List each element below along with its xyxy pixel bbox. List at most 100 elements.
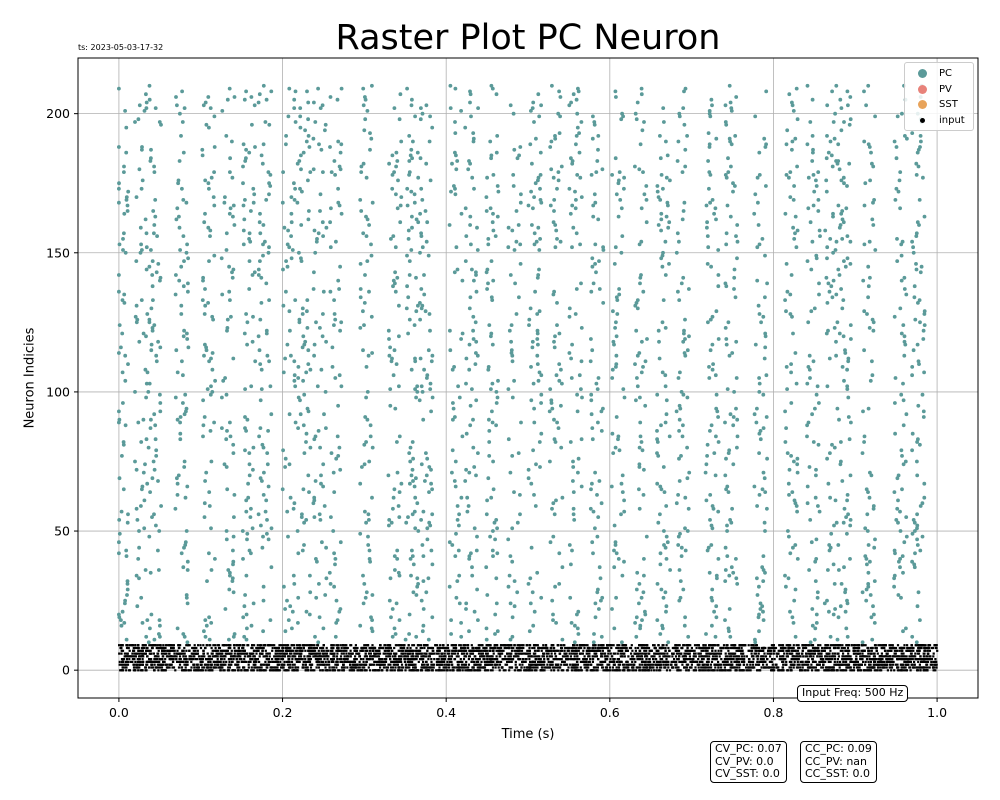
input-spike [822, 663, 825, 666]
input-spike [338, 658, 341, 661]
input-spike [654, 663, 657, 666]
input-spike [411, 658, 414, 661]
input-spike [136, 663, 139, 666]
input-spike [201, 660, 204, 663]
input-spike [318, 655, 321, 658]
input-spike [804, 663, 807, 666]
input-spike [810, 663, 813, 666]
input-spike [852, 649, 855, 652]
input-spike [828, 655, 831, 658]
pc-spike [333, 634, 338, 639]
input-spike [858, 666, 861, 669]
input-spike [214, 655, 217, 658]
input-spike [340, 652, 343, 655]
input-spike [623, 646, 626, 650]
input-spike [577, 669, 580, 672]
input-spike [596, 663, 599, 666]
input-spike [709, 663, 712, 666]
input-spike [162, 646, 165, 650]
input-spike [402, 646, 405, 650]
input-spike [209, 666, 212, 669]
input-spike [294, 658, 297, 661]
pc-spike [758, 607, 763, 611]
input-spike [841, 644, 844, 647]
input-spike [853, 652, 856, 655]
input-spike [906, 644, 909, 647]
input-spike [862, 669, 865, 672]
input-spike [222, 660, 225, 663]
input-spike [678, 655, 681, 658]
input-spike [180, 660, 184, 663]
input-spike [752, 660, 755, 663]
input-spike [871, 646, 874, 650]
input-spike [516, 649, 519, 652]
input-spike [391, 660, 394, 663]
input-spike [919, 655, 922, 658]
input-spike [443, 655, 446, 658]
input-spike [675, 644, 678, 647]
pc-spike [831, 612, 836, 617]
input-spike [430, 660, 433, 663]
input-spike [386, 644, 389, 647]
input-spike [604, 652, 607, 655]
input-spike [651, 663, 655, 666]
input-spike [275, 658, 278, 661]
input-spike [240, 658, 243, 661]
input-spike [618, 663, 622, 666]
input-spike [277, 669, 281, 672]
input-spike [848, 649, 851, 652]
pc-spike [467, 629, 471, 634]
pc-spike [403, 637, 408, 642]
pc-spike [317, 615, 322, 620]
input-spike [799, 655, 802, 658]
pc-spike [245, 626, 249, 631]
input-spike [538, 655, 541, 658]
input-spike [640, 646, 643, 650]
input-spike [295, 669, 298, 672]
input-spike [638, 666, 641, 669]
input-spike [371, 644, 374, 647]
input-spike [118, 660, 121, 663]
input-spike [498, 669, 501, 672]
input-spike [742, 644, 745, 647]
input-spike [787, 646, 790, 650]
input-spike [697, 644, 700, 647]
input-spike [843, 669, 846, 672]
input-spike [752, 658, 755, 661]
input-spike [399, 669, 402, 672]
input-spike [683, 658, 686, 661]
pc-spike [554, 621, 558, 625]
input-spike [674, 666, 678, 669]
input-spike [169, 649, 172, 652]
input-spike [243, 644, 246, 647]
input-spike [757, 663, 760, 666]
input-spike [506, 652, 509, 655]
input-spike [533, 660, 537, 663]
input-spike [869, 646, 873, 650]
input-spike [134, 669, 137, 672]
input-spike [831, 644, 834, 647]
input-spike [810, 644, 813, 647]
input-spike [791, 649, 794, 652]
input-spike [576, 669, 579, 672]
input-spike [770, 644, 773, 647]
pc-spike [918, 618, 922, 622]
input-spike [519, 644, 522, 647]
input-spike [890, 669, 893, 672]
input-spike [764, 646, 767, 650]
input-spike [583, 655, 586, 658]
input-spike [213, 663, 216, 666]
input-spike [691, 658, 694, 661]
pc-spike [527, 629, 532, 634]
input-spike [847, 663, 850, 666]
input-spike [730, 660, 733, 663]
input-spike [289, 646, 292, 650]
input-spike [188, 658, 191, 661]
input-spike [881, 658, 884, 661]
input-spike [744, 644, 747, 647]
input-spike [147, 649, 150, 652]
input-spike [343, 646, 346, 650]
input-spike [515, 649, 518, 652]
input-spike [359, 649, 362, 652]
input-spike [385, 669, 388, 672]
